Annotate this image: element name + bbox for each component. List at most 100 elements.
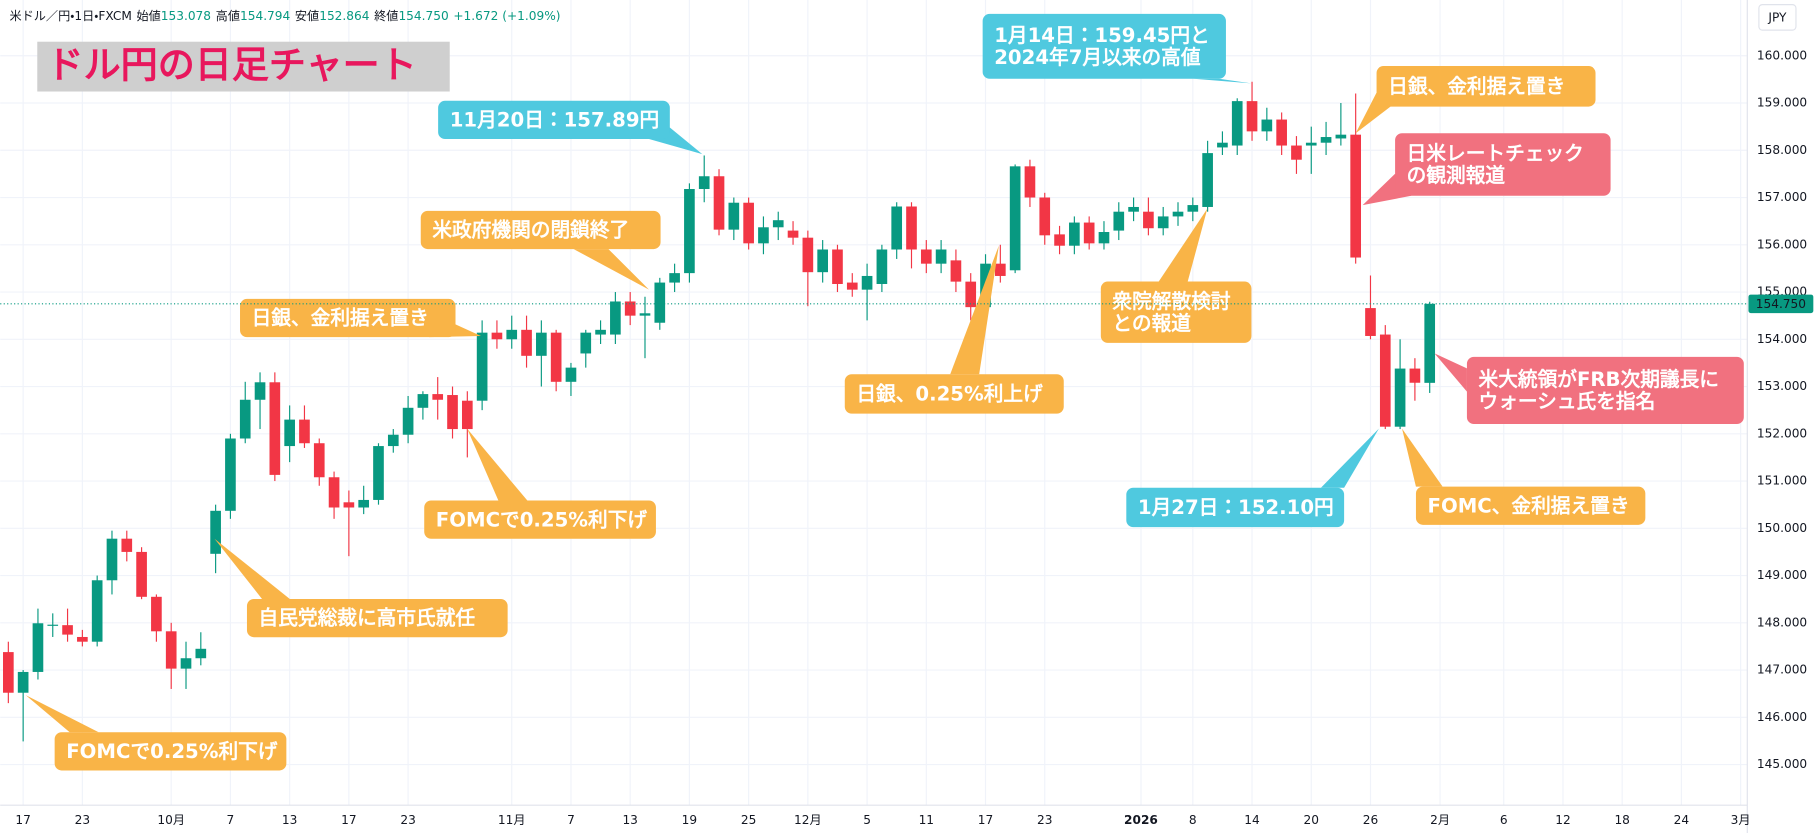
candle-body bbox=[713, 176, 725, 230]
candle-body bbox=[1098, 232, 1110, 244]
annotation-pointer bbox=[467, 428, 528, 501]
x-tick-label: 14 bbox=[1244, 813, 1260, 827]
annotation-box bbox=[1466, 356, 1744, 425]
candle-body bbox=[1261, 119, 1273, 132]
last-price-label: 154.750 bbox=[1756, 297, 1806, 311]
x-tick-label: 7 bbox=[567, 813, 575, 827]
candles bbox=[3, 81, 1436, 742]
annotation-text: 自民党総裁に高市氏就任 bbox=[259, 607, 476, 630]
x-tick-label: 25 bbox=[741, 813, 756, 827]
candle-body bbox=[1054, 234, 1065, 246]
title-box bbox=[37, 41, 450, 92]
annotation-text: ウォーシュ氏を指名 bbox=[1479, 390, 1656, 413]
candle-body bbox=[432, 394, 444, 400]
candle-body bbox=[1172, 211, 1184, 217]
candle-body bbox=[1217, 142, 1228, 148]
candle-body bbox=[950, 260, 962, 282]
annotation-text: 1月14日：159.45円と bbox=[994, 24, 1210, 47]
x-tick-label: 12月 bbox=[794, 813, 822, 827]
y-tick-label: 154.000 bbox=[1757, 332, 1807, 346]
annotation-text: 11月20日：157.89円 bbox=[450, 109, 660, 132]
candle-body bbox=[1379, 334, 1391, 427]
candle-body bbox=[461, 400, 473, 430]
x-tick-label: 17 bbox=[341, 813, 356, 827]
y-tick-label: 150.000 bbox=[1757, 521, 1807, 535]
annotation-text: FOMCで0.25%利下げ bbox=[436, 508, 648, 531]
candle-body bbox=[669, 273, 680, 283]
annotation-text: 1月27日：152.10円 bbox=[1138, 496, 1334, 519]
currency-box[interactable] bbox=[1758, 4, 1797, 31]
candle-body bbox=[1143, 211, 1154, 229]
x-tick-label: 3月 bbox=[1731, 813, 1751, 827]
annotation: FOMCで0.25%利下げ bbox=[25, 695, 287, 771]
annotation-box bbox=[844, 374, 1064, 414]
candle-body bbox=[32, 623, 44, 672]
candle-body bbox=[254, 382, 266, 400]
candle-body bbox=[1365, 308, 1376, 336]
candle-body bbox=[610, 301, 621, 335]
x-tick-label: 5 bbox=[863, 813, 871, 827]
candle-body bbox=[1202, 153, 1213, 207]
annotation-box bbox=[420, 210, 661, 250]
annotation-box bbox=[1415, 486, 1646, 525]
x-tick-label: 11月 bbox=[498, 813, 526, 827]
candle-body bbox=[565, 367, 577, 382]
candle-body bbox=[195, 648, 207, 659]
annotation-text: 日米レートチェック bbox=[1407, 142, 1584, 165]
annotation-text: FOMC、金利据え置き bbox=[1428, 494, 1630, 517]
candle-body bbox=[476, 332, 488, 401]
candle-body bbox=[1350, 134, 1362, 258]
grid bbox=[0, 0, 1748, 806]
candle-body bbox=[550, 332, 562, 382]
annotation-box bbox=[1100, 281, 1252, 343]
annotation-box bbox=[424, 500, 656, 539]
legend-symbol: 米ドル／円・1日・FXCM bbox=[9, 9, 131, 23]
candle-body bbox=[506, 329, 518, 340]
candle-body bbox=[1424, 303, 1436, 383]
candle-body bbox=[758, 227, 769, 244]
candle-body bbox=[965, 281, 977, 308]
candle-body bbox=[1335, 134, 1347, 139]
x-tick-label: 12 bbox=[1555, 813, 1570, 827]
annotation-pointer bbox=[1193, 78, 1252, 84]
candle-body bbox=[684, 189, 695, 274]
annotation: 日銀、金利据え置き bbox=[240, 298, 481, 338]
x-tick-label: 6 bbox=[1500, 813, 1508, 827]
candle-body bbox=[3, 652, 14, 693]
candle-body bbox=[121, 538, 133, 552]
candle-body bbox=[313, 443, 325, 478]
x-tick-label: 24 bbox=[1674, 813, 1690, 827]
x-tick-label: 17 bbox=[15, 813, 30, 827]
candle-body bbox=[373, 446, 384, 500]
y-tick-label: 160.000 bbox=[1757, 48, 1807, 62]
candle-body bbox=[772, 220, 784, 228]
annotation-box bbox=[1126, 487, 1345, 528]
candle-body bbox=[91, 580, 103, 642]
y-tick-label: 152.000 bbox=[1757, 426, 1807, 440]
x-tick-label: 10月 bbox=[157, 813, 185, 827]
candle-body bbox=[832, 249, 843, 284]
annotation: 自民党総裁に高市氏就任 bbox=[214, 538, 508, 638]
candle-body bbox=[1291, 145, 1302, 160]
candle-body bbox=[861, 275, 873, 290]
x-tick-label: 2026 bbox=[1124, 813, 1158, 827]
candle-body bbox=[906, 206, 917, 250]
candle-body bbox=[1128, 206, 1139, 212]
candle-body bbox=[639, 313, 651, 316]
candle-body bbox=[595, 329, 606, 335]
y-tick-label: 153.000 bbox=[1757, 379, 1807, 393]
x-tick-label: 13 bbox=[282, 813, 297, 827]
candle-body bbox=[447, 395, 458, 430]
x-tick-label: 8 bbox=[1189, 813, 1197, 827]
y-tick-label: 156.000 bbox=[1757, 237, 1807, 251]
candle-body bbox=[328, 477, 340, 508]
candle-body bbox=[284, 419, 295, 447]
y-tick-label: 145.000 bbox=[1757, 757, 1807, 771]
candle-body bbox=[165, 631, 177, 669]
candle-body bbox=[876, 249, 888, 284]
y-tick-label: 158.000 bbox=[1757, 143, 1807, 157]
candle-body bbox=[47, 624, 59, 626]
y-tick-label: 157.000 bbox=[1757, 190, 1807, 204]
